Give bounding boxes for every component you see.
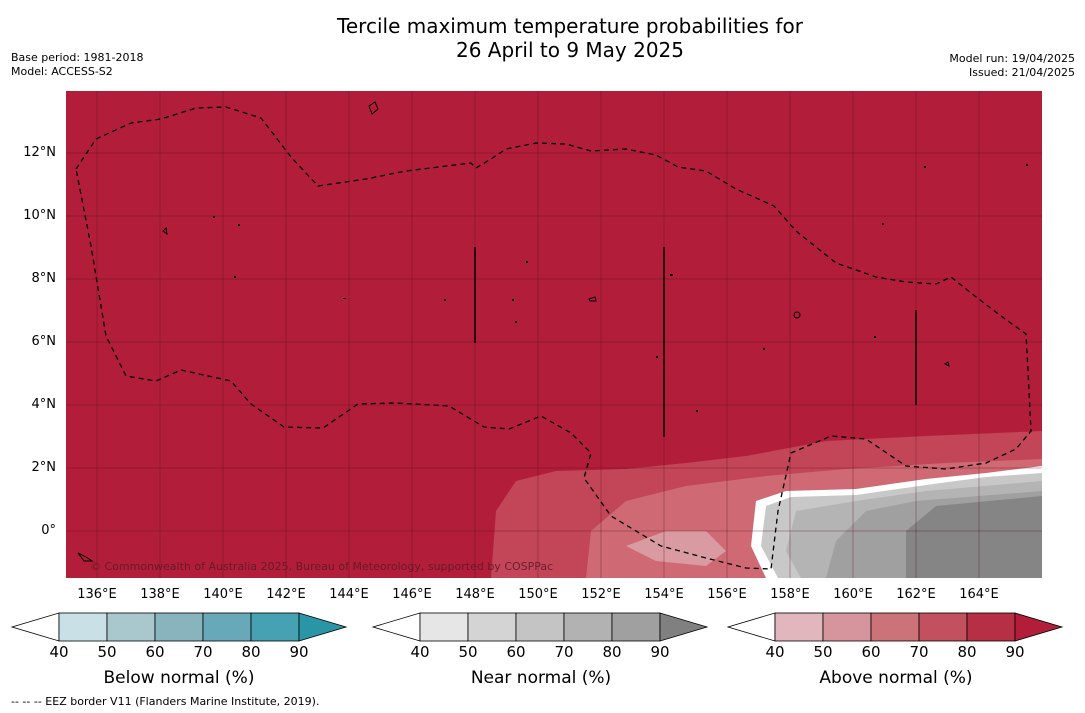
lon-label: 144°E (329, 587, 369, 602)
colorbar-segment (966, 612, 1016, 642)
colorbar-extend-low (10, 612, 60, 642)
lat-label: 0° (41, 523, 56, 538)
colorbar-segment (58, 612, 108, 642)
lon-label: 148°E (455, 587, 495, 602)
metadata-right: Model run: 19/04/2025 Issued: 21/04/2025 (949, 52, 1075, 80)
colorbar-tick-label: 40 (49, 643, 69, 661)
colorbar-segment (774, 612, 824, 642)
lat-label: 2°N (31, 460, 57, 475)
colorbar-segment (822, 612, 872, 642)
title-line-2: 26 April to 9 May 2025 (456, 38, 684, 62)
base-period: Base period: 1981-2018 (11, 51, 144, 64)
map-title: Tercile maximum temperature probabilitie… (0, 14, 1085, 62)
colorbar-above-normal (726, 612, 1064, 642)
model-name: Model: ACCESS-S2 (11, 65, 113, 78)
lon-label: 138°E (140, 587, 180, 602)
lat-label: 12°N (23, 145, 56, 160)
island-outlines (77, 101, 950, 562)
lat-label: 8°N (31, 271, 57, 286)
colorbar-tick-label: 80 (602, 643, 622, 661)
colorbar-segment (106, 612, 156, 642)
colorbar-tick-label: 50 (458, 643, 478, 661)
colorbar-tick-label: 40 (765, 643, 785, 661)
colorbar-tick-label: 50 (97, 643, 117, 661)
lon-label: 146°E (392, 587, 432, 602)
colorbar-tick-label: 90 (1005, 643, 1025, 661)
colorbar-tick-label: 70 (909, 643, 929, 661)
colorbar-tick-label: 80 (957, 643, 977, 661)
colorbar-extend-high (659, 612, 709, 642)
lon-label: 156°E (707, 587, 747, 602)
lat-label: 4°N (31, 397, 57, 412)
colorbar-segment (918, 612, 968, 642)
colorbar-segment (202, 612, 252, 642)
lon-label: 160°E (833, 587, 873, 602)
probability-map: © Commonwealth of Australia 2025, Bureau… (66, 91, 1042, 578)
lon-label: 162°E (896, 587, 936, 602)
colorbar-title-near: Near normal (%) (470, 668, 612, 688)
colorbar-segment (611, 612, 661, 642)
eez-footnote: -- -- -- EEZ border V11 (Flanders Marine… (11, 695, 320, 708)
colorbar-tick-label: 60 (145, 643, 165, 661)
colorbar-segment (419, 612, 469, 642)
colorbar-title-above: Above normal (%) (819, 668, 973, 688)
colorbar-segment (154, 612, 204, 642)
colorbar-segment (250, 612, 300, 642)
eez-border (75, 106, 1032, 570)
lat-label: 6°N (31, 334, 57, 349)
lon-label: 142°E (266, 587, 306, 602)
colorbar-segment (515, 612, 565, 642)
colorbar-tick-label: 50 (813, 643, 833, 661)
lon-label: 150°E (518, 587, 558, 602)
colorbar-tick-label: 80 (241, 643, 261, 661)
colorbar-extend-low (726, 612, 776, 642)
lon-label: 136°E (77, 587, 117, 602)
colorbar-legends (10, 612, 1064, 642)
colorbar-tick-label: 70 (554, 643, 574, 661)
near-normal-90-region (906, 496, 1042, 578)
island-dots (213, 164, 1028, 412)
colorbar-extend-high (298, 612, 348, 642)
colorbar-tick-label: 60 (506, 643, 526, 661)
lon-label: 158°E (770, 587, 810, 602)
colorbar-segment (467, 612, 517, 642)
colorbar-tick-label: 40 (410, 643, 430, 661)
lon-label: 152°E (581, 587, 621, 602)
model-run: Model run: 19/04/2025 (949, 52, 1075, 65)
lat-label: 10°N (23, 208, 56, 223)
lon-label: 154°E (644, 587, 684, 602)
lon-label: 164°E (959, 587, 999, 602)
lon-label: 140°E (203, 587, 243, 602)
colorbar-tick-label: 70 (193, 643, 213, 661)
colorbar-near-normal (371, 612, 709, 642)
colorbar-title-below: Below normal (%) (103, 668, 255, 688)
copyright-notice: © Commonwealth of Australia 2025, Bureau… (90, 560, 553, 573)
colorbar-tick-label: 60 (861, 643, 881, 661)
metadata-left: Base period: 1981-2018 Model: ACCESS-S2 (11, 51, 143, 79)
colorbar-tick-label: 90 (650, 643, 670, 661)
colorbar-segment (870, 612, 920, 642)
colorbar-segment (563, 612, 613, 642)
colorbar-extend-high (1014, 612, 1064, 642)
colorbar-tick-label: 90 (289, 643, 309, 661)
colorbar-extend-low (371, 612, 421, 642)
colorbar-below-normal (10, 612, 348, 642)
title-line-1: Tercile maximum temperature probabilitie… (337, 14, 803, 38)
issued-date: Issued: 21/04/2025 (968, 66, 1075, 79)
